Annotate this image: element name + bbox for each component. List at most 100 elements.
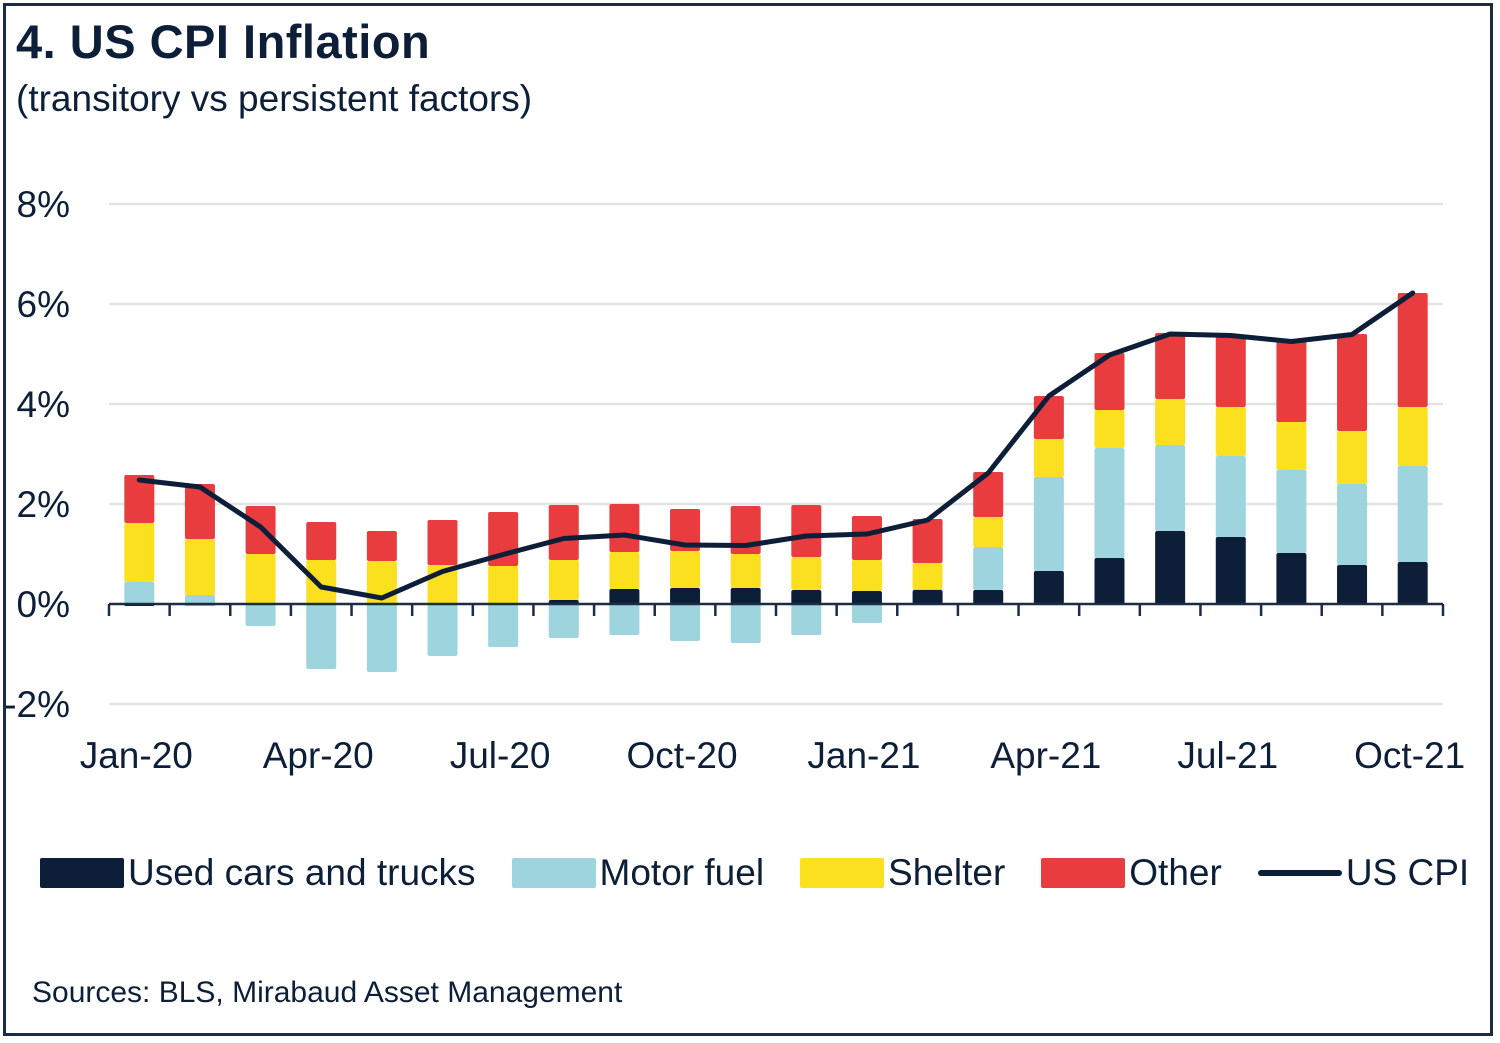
legend-label: Shelter xyxy=(888,852,1006,893)
bar-segment-shelter xyxy=(851,560,882,591)
bar-segment-other xyxy=(366,531,397,561)
bar-segment-used-cars-and-trucks xyxy=(609,589,640,604)
bar-segment-used-cars-and-trucks xyxy=(1397,562,1428,604)
x-tick-label: Oct-21 xyxy=(1354,735,1465,776)
bar-segment-motor-fuel xyxy=(851,604,882,623)
chart-frame xyxy=(3,3,1493,1036)
y-axis-labels: -2% 0% 2% 4% 6% 8% xyxy=(4,184,70,725)
bar-segment-motor-fuel xyxy=(1094,448,1125,558)
bar-segment-used-cars-and-trucks xyxy=(670,588,701,604)
legend: Used cars and trucks Motor fuel Shelter … xyxy=(40,852,1469,894)
bar-segment-shelter xyxy=(306,560,337,604)
bar-segment-shelter xyxy=(488,566,519,604)
bar-segment-motor-fuel xyxy=(124,582,155,604)
bar-segment-shelter xyxy=(1397,407,1428,466)
bar-segment-other xyxy=(1276,340,1307,422)
bar-segment-shelter xyxy=(548,560,579,600)
bar-segment-shelter xyxy=(124,523,155,582)
bar-segment-shelter xyxy=(1215,407,1246,456)
bar-segment-used-cars-and-trucks xyxy=(1033,571,1064,604)
legend-swatch-shelter xyxy=(800,858,885,888)
bars xyxy=(124,293,1428,672)
bar-segment-motor-fuel xyxy=(1397,466,1428,562)
legend-item-other: Other xyxy=(1041,852,1222,894)
bar-segment-used-cars-and-trucks xyxy=(1094,558,1125,604)
bar-segment-other xyxy=(912,519,943,563)
bar-segment-motor-fuel xyxy=(548,604,579,638)
bar-segment-shelter xyxy=(1155,399,1186,445)
legend-swatch-used-cars xyxy=(40,858,124,888)
x-axis-labels: Jan-20 Apr-20 Jul-20 Oct-20 Jan-21 Apr-21 Jul-… xyxy=(80,735,1465,776)
source-note: Sources: BLS, Mirabaud Asset Management xyxy=(32,976,623,1009)
bar-segment-shelter xyxy=(1337,431,1368,484)
bar-segment-other xyxy=(670,509,701,551)
bar-segment-other xyxy=(548,505,579,560)
bar-segment-used-cars-and-trucks xyxy=(791,590,822,604)
bar-segment-motor-fuel xyxy=(1033,477,1064,571)
legend-label: Other xyxy=(1129,852,1222,893)
y-tick-label: -2% xyxy=(4,684,70,725)
bar-segment-other xyxy=(609,504,640,552)
bar-segment-other xyxy=(851,516,882,560)
bar-segment-other xyxy=(427,520,458,565)
legend-swatch-us-cpi xyxy=(1257,870,1342,876)
legend-item-used-cars: Used cars and trucks xyxy=(40,852,476,894)
bar-segment-motor-fuel xyxy=(973,547,1004,590)
bar-segment-motor-fuel xyxy=(791,604,822,635)
bar-segment-motor-fuel xyxy=(306,604,337,669)
bar-segment-motor-fuel xyxy=(609,604,640,635)
bar-segment-motor-fuel xyxy=(1215,456,1246,537)
bar-segment-motor-fuel xyxy=(184,595,215,604)
x-tick-label: Jan-21 xyxy=(807,735,920,776)
bar-segment-motor-fuel xyxy=(1337,484,1368,565)
x-tick-label: Apr-21 xyxy=(990,735,1101,776)
bar-segment-shelter xyxy=(609,552,640,589)
bar-segment-motor-fuel xyxy=(488,604,519,647)
bar-segment-used-cars-and-trucks xyxy=(730,588,761,604)
bar-segment-other xyxy=(973,472,1004,517)
legend-swatch-other xyxy=(1041,858,1126,888)
bar-segment-used-cars-and-trucks xyxy=(1155,531,1186,604)
bar-segment-used-cars-and-trucks xyxy=(1276,553,1307,604)
bar-segment-used-cars-and-trucks xyxy=(1337,565,1368,604)
x-tick-label: Jul-20 xyxy=(450,735,551,776)
bar-segment-other xyxy=(1337,334,1368,431)
y-tick-label: 2% xyxy=(17,484,70,525)
x-tick-label: Jul-21 xyxy=(1177,735,1278,776)
legend-swatch-motor-fuel xyxy=(511,858,596,888)
bar-segment-other xyxy=(306,522,337,560)
x-tick-label: Jan-20 xyxy=(80,735,193,776)
bar-segment-other xyxy=(124,475,155,523)
bar-segment-used-cars-and-trucks xyxy=(851,591,882,604)
bar-segment-other xyxy=(1155,333,1186,399)
bar-segment-other xyxy=(184,484,215,539)
x-tick-label: Apr-20 xyxy=(263,735,374,776)
bar-segment-motor-fuel xyxy=(1155,445,1186,531)
legend-item-us-cpi: US CPI xyxy=(1257,852,1470,894)
legend-item-motor-fuel: Motor fuel xyxy=(511,852,764,894)
bar-segment-other xyxy=(1215,336,1246,407)
y-tick-label: 8% xyxy=(17,184,70,225)
bar-segment-shelter xyxy=(1094,410,1125,448)
bar-segment-shelter xyxy=(1276,422,1307,470)
bar-segment-used-cars-and-trucks xyxy=(912,590,943,604)
bar-segment-other xyxy=(791,505,822,557)
bar-segment-motor-fuel xyxy=(427,604,458,656)
bar-segment-shelter xyxy=(730,554,761,588)
legend-item-shelter: Shelter xyxy=(800,852,1005,894)
bar-segment-shelter xyxy=(791,557,822,590)
bar-segment-motor-fuel xyxy=(366,604,397,672)
bar-segment-shelter xyxy=(184,539,215,595)
bar-segment-other xyxy=(1033,396,1064,439)
chart-title: 4. US CPI Inflation xyxy=(16,15,431,68)
bar-segment-shelter xyxy=(973,517,1004,547)
cpi-line-layer xyxy=(136,290,1416,601)
bar-segment-other xyxy=(1397,293,1428,407)
legend-label: US CPI xyxy=(1345,852,1470,893)
bar-segment-shelter xyxy=(912,563,943,589)
bar-segment-motor-fuel xyxy=(245,604,276,626)
y-tick-label: 0% xyxy=(17,584,70,625)
chart-subtitle: (transitory vs persistent factors) xyxy=(16,78,533,119)
bar-segment-shelter xyxy=(245,554,276,604)
